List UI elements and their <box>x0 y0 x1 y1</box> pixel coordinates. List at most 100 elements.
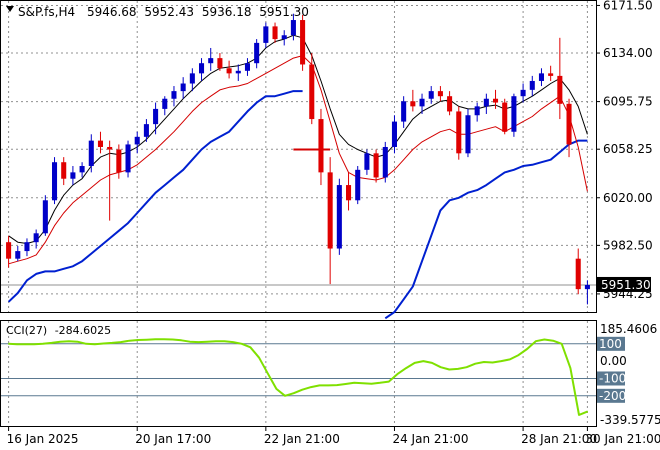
candle-body <box>309 64 315 120</box>
candle-body <box>189 73 195 84</box>
candle-body <box>33 233 39 243</box>
candle-body <box>24 242 30 252</box>
candle-body <box>502 102 508 132</box>
price-tick-label: 6095.75 <box>603 95 653 109</box>
price-tick-label: 6058.25 <box>603 142 653 156</box>
cci-level-label: -200 <box>599 389 626 403</box>
stop-line-segment <box>7 90 303 303</box>
candle-body <box>327 172 333 249</box>
candle-body <box>254 42 260 64</box>
candle-body <box>272 26 278 40</box>
candle-body <box>88 140 94 167</box>
price-tick-label: 6134.00 <box>603 46 653 60</box>
cci-name: CCI(27) <box>6 324 47 337</box>
time-tick-label: 16 Jan 2025 <box>7 432 79 446</box>
candle-body <box>180 83 186 92</box>
cci-line <box>8 338 589 416</box>
candles <box>6 13 590 305</box>
candle-body <box>162 98 168 109</box>
cci-level-tag <box>597 336 625 351</box>
current-price-tag: 5951.30 <box>597 276 651 292</box>
candle-body <box>584 284 590 290</box>
price-axis: 6171.50 6134.00 6095.75 6058.25 6020.00 5982.… <box>596 0 653 301</box>
candle-body <box>410 101 416 107</box>
stop-line-series <box>7 90 588 320</box>
time-axis: 16 Jan 2025 20 Jan 17:00 22 Jan 21:00 24 Ja… <box>7 426 660 446</box>
header-symbol: S&P.fs,H4 <box>18 5 75 19</box>
cci-level-tag <box>597 388 625 403</box>
candle-body <box>428 91 434 99</box>
cci-level-tag <box>597 371 625 386</box>
cci-tick-label: 0.00 <box>600 354 627 368</box>
candle-body <box>52 162 58 201</box>
main-grid <box>1 1 596 312</box>
candle-body <box>493 98 499 103</box>
slow-ma-series <box>8 55 588 265</box>
candle-body <box>465 115 471 154</box>
cci-panel <box>0 320 597 427</box>
candle-body <box>456 111 462 154</box>
candle-body <box>171 91 177 99</box>
candle-body <box>373 153 379 178</box>
cci-title: CCI(27) -284.6025 <box>6 324 111 337</box>
candle-body <box>116 149 122 173</box>
candle-body <box>548 73 554 76</box>
candle-body <box>300 20 306 65</box>
candle-body <box>511 96 517 132</box>
candle-body <box>208 58 214 64</box>
candle-body <box>15 251 21 259</box>
candle-body <box>42 200 48 234</box>
candle-body <box>235 70 241 74</box>
svg-text:S&P.fs,H4 5946.68: S&P.fs,H4 5946.68 5952.43 5936.18 5951.3… <box>18 5 309 19</box>
candle-body <box>134 136 140 145</box>
candle-body <box>143 124 149 137</box>
candle-body <box>70 172 76 179</box>
chart-header: S&P.fs,H4 5946.68 5952.43 5936.18 5951.3… <box>6 5 309 19</box>
price-tick-label: 5982.50 <box>603 238 653 252</box>
candle-body <box>336 185 342 249</box>
header-close: 5951.30 <box>259 5 309 19</box>
time-tick-label: 22 Jan 21:00 <box>264 432 340 446</box>
cci-value: -284.6025 <box>55 324 111 337</box>
candle-body <box>6 242 12 259</box>
header-open: 5946.68 <box>87 5 137 19</box>
candle-body <box>199 63 205 74</box>
candle-body <box>290 20 296 36</box>
candle-body <box>364 153 370 170</box>
candle-body <box>401 101 407 122</box>
header-high: 5952.43 <box>144 5 194 19</box>
collapse-triangle-icon[interactable] <box>6 6 14 12</box>
slow-ma-line <box>8 55 588 265</box>
time-tick-label: 20 Jan 17:00 <box>135 432 211 446</box>
candle-body <box>263 26 269 43</box>
candle-body <box>419 98 425 107</box>
cci-level-label: 100 <box>599 337 622 351</box>
candle-body <box>244 63 250 71</box>
stop-line-segment <box>384 139 588 320</box>
current-price-label: 5951.30 <box>601 278 651 292</box>
cci-tick-label: 185.4606 <box>600 322 657 336</box>
candle-body <box>226 68 232 74</box>
cci-polyline <box>8 338 589 416</box>
time-tick-label: 28 Jan 21:00 <box>521 432 597 446</box>
candle-body <box>125 144 131 173</box>
candle-body <box>447 96 453 112</box>
candle-body <box>529 80 535 90</box>
candle-body <box>61 162 67 179</box>
candle-body <box>346 185 352 201</box>
candle-body <box>107 146 113 150</box>
candle-body <box>474 106 480 116</box>
candle-body <box>153 108 159 125</box>
candle-body <box>355 169 361 201</box>
cci-level-label: -100 <box>599 371 626 385</box>
main-panel <box>0 0 597 313</box>
candle-body <box>557 75 563 104</box>
candle-body <box>483 98 489 107</box>
candle-body <box>391 121 397 147</box>
candle-body <box>281 35 287 40</box>
price-tick-label: 6171.50 <box>603 0 653 12</box>
candle-body <box>520 89 526 97</box>
candle-body <box>575 258 581 290</box>
